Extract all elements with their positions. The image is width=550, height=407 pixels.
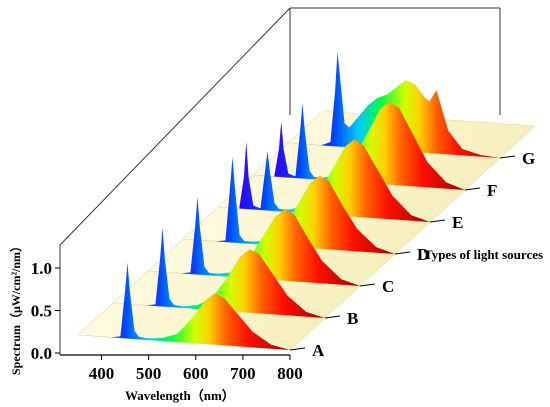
spectrum-C [148, 196, 360, 286]
x-tick-label-800: 800 [277, 364, 303, 383]
source-label-B: B [347, 309, 358, 328]
spectrum-A [78, 262, 290, 350]
y-tick-label-0.5: 0.5 [31, 302, 52, 321]
y-axis-title: Spectrum（μW/cm²/nm） [8, 240, 23, 375]
source-label-F: F [487, 181, 497, 200]
y-axis: 0.0 0.5 1.0 [31, 259, 60, 363]
source-tick-E [429, 219, 446, 223]
source-label-A: A [312, 341, 325, 360]
x-tick-label-400: 400 [89, 364, 115, 383]
source-tick-C [359, 283, 376, 287]
source-tick-A [289, 347, 306, 351]
x-axis: 400 500 600 700 800 [60, 354, 303, 383]
x-axis-title: Wavelength（nm） [125, 388, 235, 403]
spectrum-F [253, 101, 465, 190]
x-tick-label-600: 600 [183, 364, 209, 383]
source-tick-F [464, 187, 481, 191]
z-axis-title: Types of light sources [424, 247, 543, 262]
y-ticks: 0.0 0.5 1.0 [31, 259, 60, 363]
spectra [78, 51, 500, 350]
source-label-E: E [452, 213, 463, 232]
y-tick-label-1.0: 1.0 [31, 259, 52, 278]
spectrum-B [113, 227, 325, 318]
x-tick-label-700: 700 [230, 364, 256, 383]
source-tick-D [394, 251, 411, 255]
source-tick-B [324, 315, 341, 319]
source-tick-G [499, 155, 516, 159]
source-label-D: D [417, 245, 429, 264]
axes-frame [59, 7, 501, 355]
spectrum-E [218, 139, 430, 222]
left-wall-top [59, 7, 291, 246]
y-tick-label-0.0: 0.0 [31, 344, 52, 363]
x-tick-label-500: 500 [136, 364, 162, 383]
spectrum-D [183, 157, 395, 254]
source-label-G: G [522, 149, 535, 168]
x-ticks: 400 500 600 700 800 [89, 355, 303, 383]
source-label-C: C [382, 277, 394, 296]
source-labels: G F E D C B A [289, 149, 535, 360]
